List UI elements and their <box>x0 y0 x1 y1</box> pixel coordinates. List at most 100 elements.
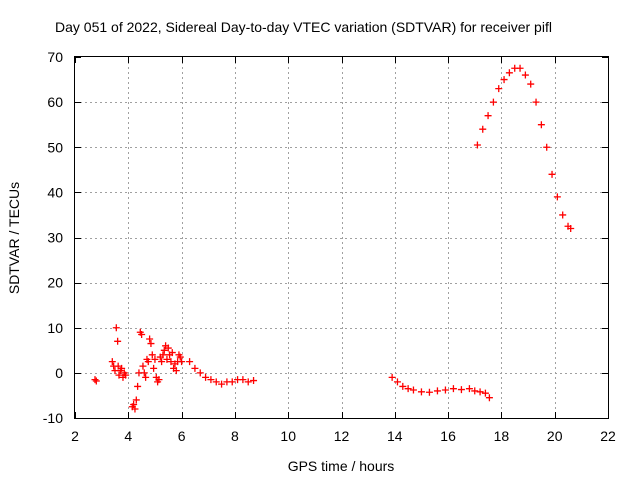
data-point <box>196 369 204 377</box>
data-point <box>112 324 120 332</box>
data-point <box>457 386 465 394</box>
data-point <box>244 378 252 386</box>
data-point <box>148 351 156 359</box>
data-point <box>130 400 138 408</box>
data-point <box>393 378 401 386</box>
data-point <box>399 382 407 390</box>
data-point <box>159 351 167 359</box>
data-point <box>449 385 457 393</box>
data-point <box>485 394 493 402</box>
data-point <box>160 346 168 354</box>
x-tick-label: 12 <box>334 428 350 444</box>
y-tick-label: 60 <box>47 94 63 110</box>
x-tick-label: 16 <box>440 428 456 444</box>
data-point <box>567 224 575 232</box>
x-tick-label: 8 <box>231 428 239 444</box>
data-point <box>207 376 215 384</box>
data-point <box>176 353 184 361</box>
data-point <box>155 376 163 384</box>
axis-ticks <box>75 57 609 419</box>
x-axis-label: GPS time / hours <box>288 458 395 474</box>
data-point <box>139 362 147 370</box>
data-point <box>118 364 126 372</box>
grid-lines <box>75 57 608 418</box>
data-point <box>553 193 561 201</box>
data-point <box>433 387 441 395</box>
data-point <box>218 380 226 388</box>
x-tick-label: 20 <box>547 428 563 444</box>
data-point <box>521 71 529 79</box>
data-point <box>465 385 473 393</box>
y-tick-label: 30 <box>47 230 63 246</box>
data-point <box>481 389 489 397</box>
data-point <box>489 98 497 106</box>
x-tick-label: 6 <box>178 428 186 444</box>
y-axis-label: SDTVAR / TECUs <box>6 182 22 294</box>
data-point <box>146 335 154 343</box>
data-point <box>388 373 396 381</box>
plot-frame <box>74 56 609 419</box>
y-tick-label: -10 <box>43 410 63 426</box>
y-tick-label: 40 <box>47 184 63 200</box>
y-tick-labels: -10 0 10 20 30 40 50 60 70 <box>43 49 63 426</box>
data-point <box>114 337 122 345</box>
data-point <box>505 69 513 77</box>
data-point <box>158 358 166 366</box>
x-tick-label: 10 <box>280 428 296 444</box>
data-point <box>163 355 171 363</box>
y-tick-label: 10 <box>47 320 63 336</box>
y-tick-label: 70 <box>47 49 63 65</box>
data-point <box>500 76 508 84</box>
data-point <box>484 112 492 120</box>
data-point <box>548 170 556 178</box>
data-point <box>172 367 180 375</box>
data-point <box>479 125 487 133</box>
data-point <box>441 386 449 394</box>
data-point <box>404 385 412 393</box>
data-point <box>132 396 140 404</box>
data-point <box>164 344 172 352</box>
data-point <box>91 376 99 384</box>
data-point <box>178 358 186 366</box>
chart-title: Day 051 of 2022, Sidereal Day-to-day VTE… <box>55 19 552 35</box>
data-point <box>409 386 417 394</box>
data-point <box>495 85 503 93</box>
data-point <box>516 64 524 72</box>
data-point <box>537 121 545 129</box>
x-tick-label: 2 <box>71 428 79 444</box>
data-point <box>191 364 199 372</box>
data-point <box>167 358 175 366</box>
data-point <box>228 378 236 386</box>
data-point <box>186 358 194 366</box>
x-tick-label: 14 <box>387 428 403 444</box>
data-point <box>150 364 158 372</box>
data-point <box>471 387 479 395</box>
data-point <box>108 358 116 366</box>
x-tick-label: 18 <box>494 428 510 444</box>
y-tick-label: 20 <box>47 275 63 291</box>
x-tick-label: 22 <box>600 428 616 444</box>
data-point <box>559 211 567 219</box>
data-point <box>147 340 155 348</box>
data-point <box>543 143 551 151</box>
data-point <box>417 388 425 396</box>
data-point <box>168 349 176 357</box>
x-tick-labels: 2 4 6 8 10 12 14 16 18 20 22 <box>71 428 616 444</box>
data-point <box>425 388 433 396</box>
data-point <box>131 405 139 413</box>
x-tick-label: 4 <box>124 428 132 444</box>
y-tick-label: 50 <box>47 139 63 155</box>
data-point <box>476 388 484 396</box>
data-point <box>212 378 220 386</box>
data-point <box>144 358 152 366</box>
data-points <box>91 64 575 413</box>
data-point <box>142 373 150 381</box>
data-point <box>138 331 146 339</box>
data-point <box>239 376 247 384</box>
data-point <box>202 373 210 381</box>
data-point <box>473 141 481 149</box>
data-point <box>122 371 130 379</box>
data-point <box>115 371 123 379</box>
data-point <box>92 377 100 385</box>
